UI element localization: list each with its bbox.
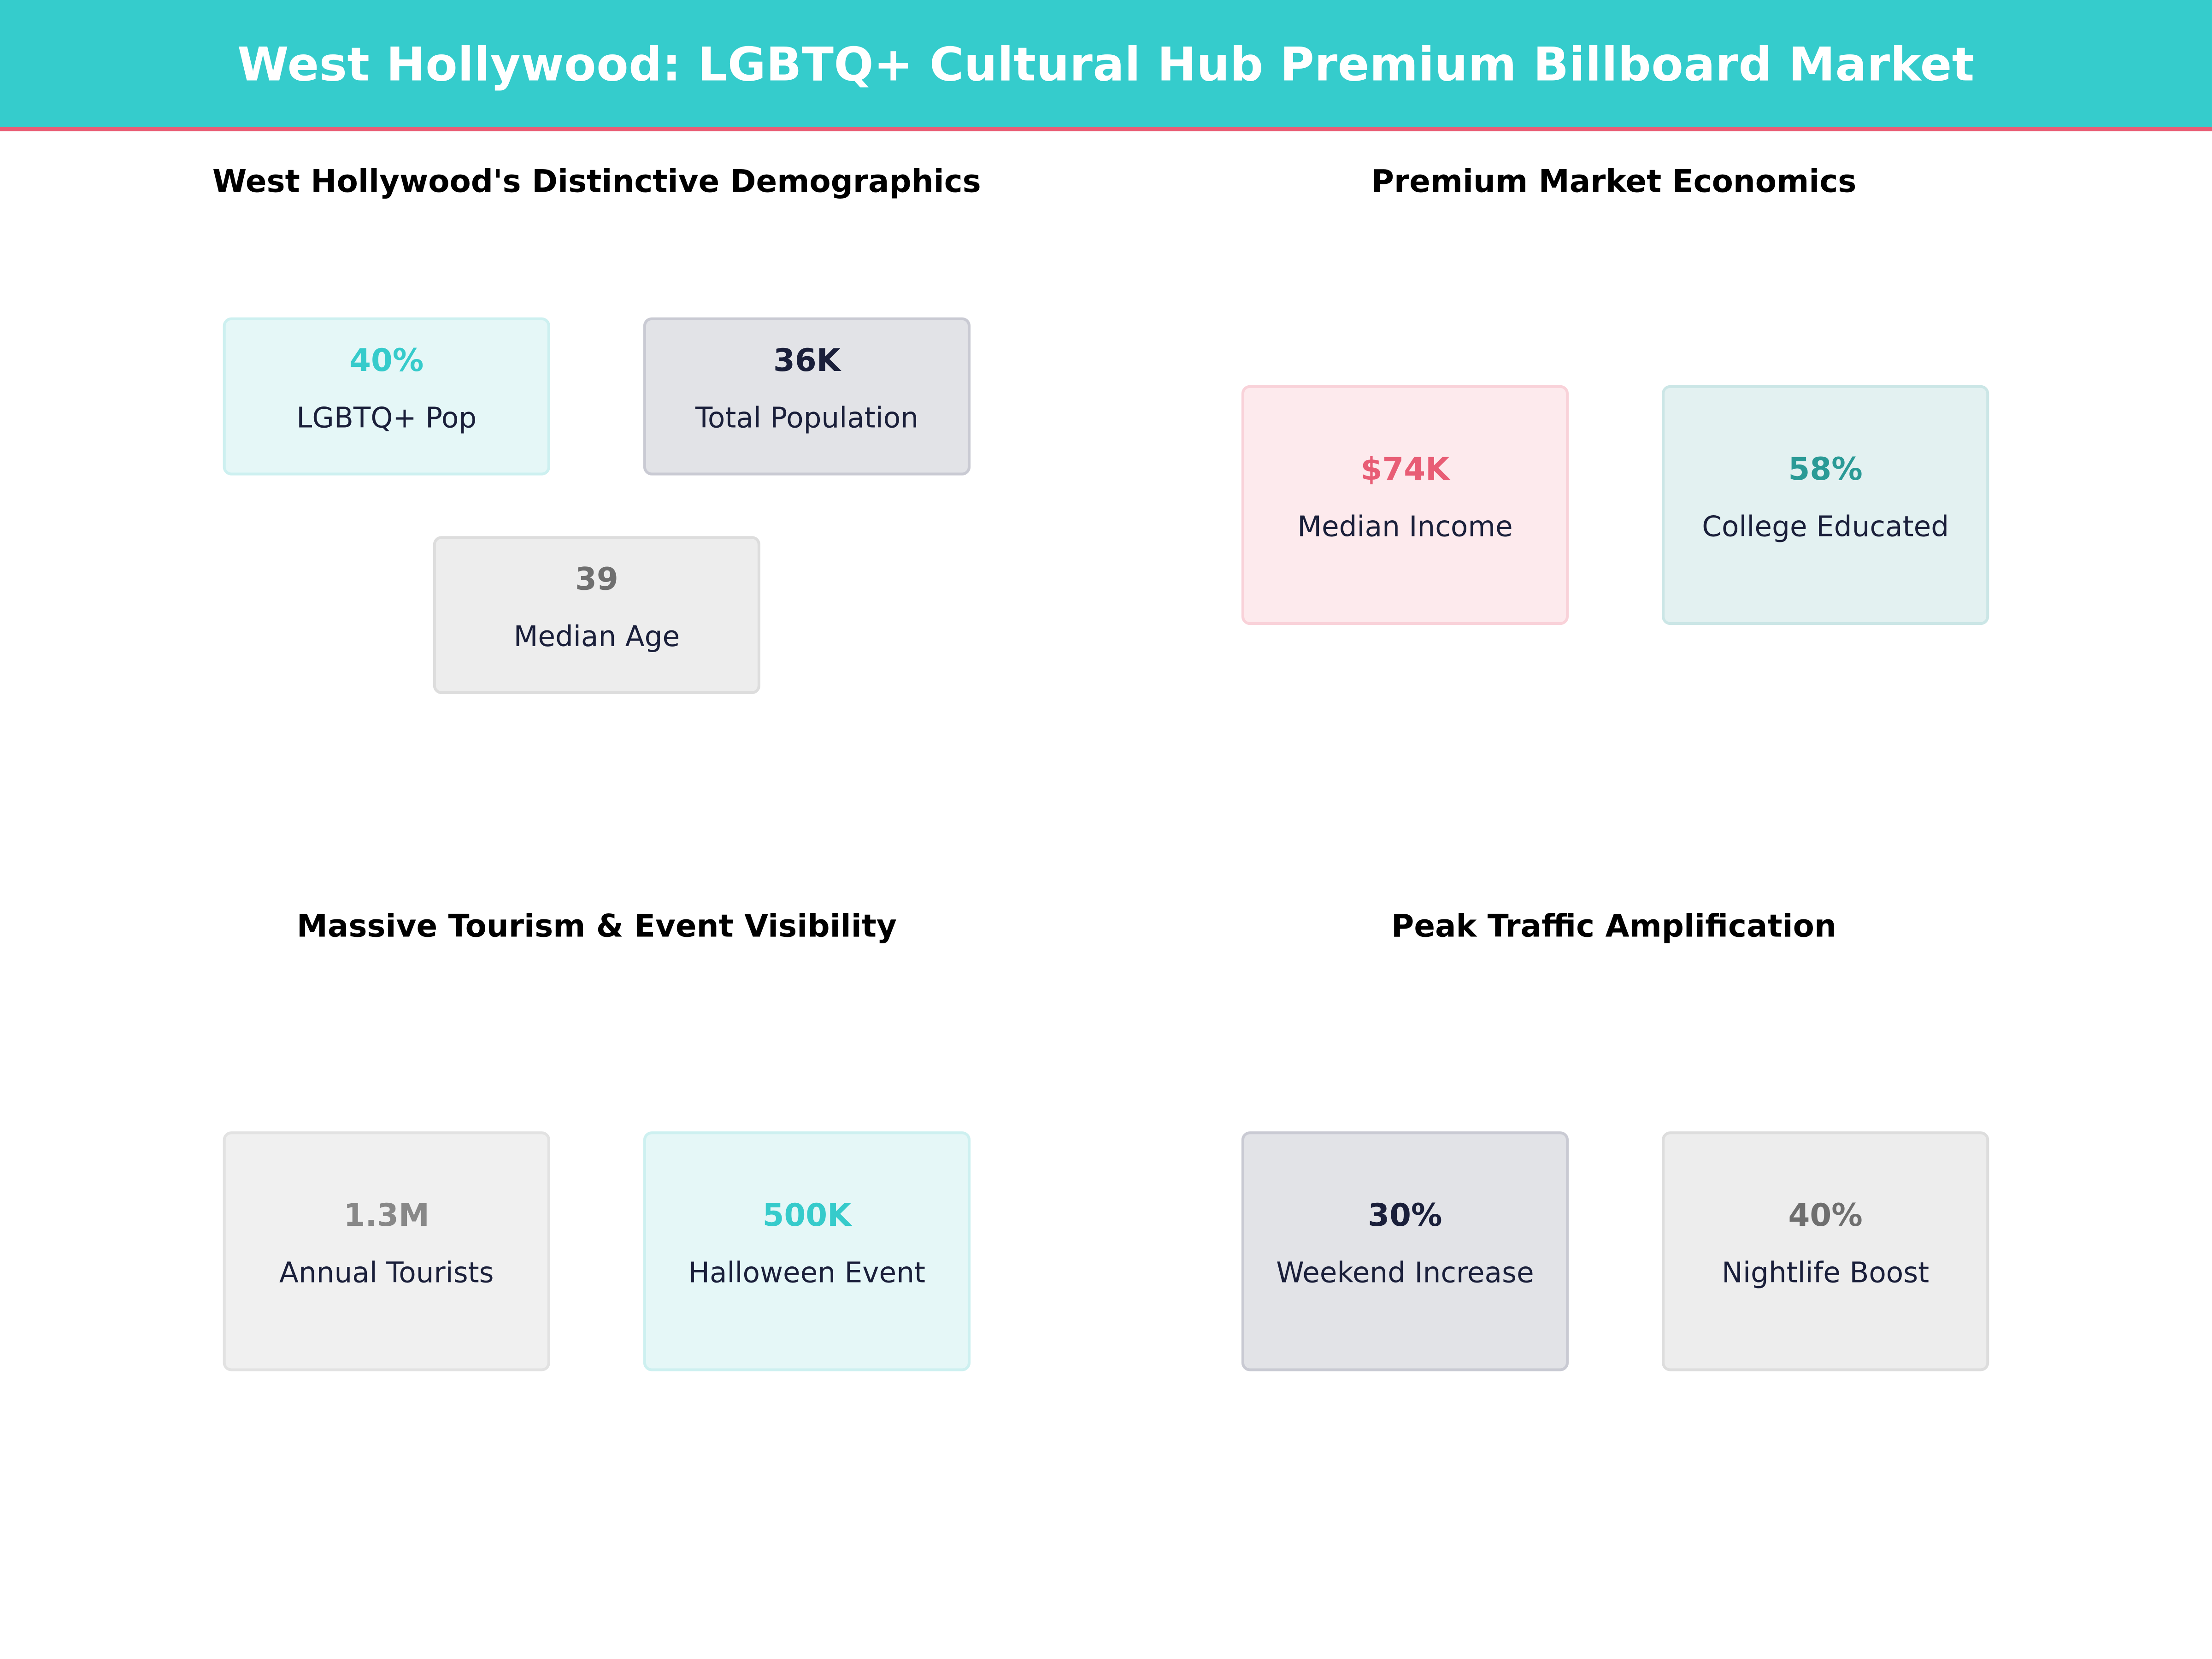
section-title-traffic: Peak Traffic Amplification bbox=[1391, 910, 1836, 946]
stat-value: 40% bbox=[349, 344, 424, 380]
stat-value: 40% bbox=[1788, 1199, 1863, 1235]
stat-label: College Educated bbox=[1702, 509, 1949, 543]
stat-value: 30% bbox=[1368, 1199, 1442, 1235]
stat-card-lgbtq-pop: 40% LGBTQ+ Pop bbox=[223, 317, 550, 476]
stat-card-nightlife-boost: 40% Nightlife Boost bbox=[1662, 1131, 1989, 1371]
stat-value: 39 bbox=[575, 563, 618, 598]
stat-label: Annual Tourists bbox=[279, 1255, 494, 1289]
stat-card-median-age: 39 Median Age bbox=[433, 536, 760, 694]
section-title-tourism: Massive Tourism & Event Visibility bbox=[296, 910, 897, 946]
stat-card-median-income: $74K Median Income bbox=[1241, 385, 1569, 625]
stat-value: 500K bbox=[762, 1199, 852, 1235]
stat-value: $74K bbox=[1360, 453, 1450, 488]
stat-card-annual-tourists: 1.3M Annual Tourists bbox=[223, 1131, 550, 1371]
stat-label: Median Age bbox=[513, 619, 680, 653]
stat-value: 1.3M bbox=[343, 1199, 429, 1235]
stat-card-weekend-increase: 30% Weekend Increase bbox=[1241, 1131, 1569, 1371]
stat-label: Weekend Increase bbox=[1276, 1255, 1534, 1289]
stat-card-halloween-event: 500K Halloween Event bbox=[643, 1131, 971, 1371]
section-title-economics: Premium Market Economics bbox=[1371, 165, 1857, 200]
stat-label: Nightlife Boost bbox=[1722, 1255, 1930, 1289]
section-title-demographics: West Hollywood's Distinctive Demographic… bbox=[212, 165, 981, 200]
header-banner: West Hollywood: LGBTQ+ Cultural Hub Prem… bbox=[0, 0, 2212, 131]
stat-value: 58% bbox=[1788, 453, 1863, 488]
stat-card-college-educated: 58% College Educated bbox=[1662, 385, 1989, 625]
stat-label: Halloween Event bbox=[688, 1255, 926, 1289]
page-title: West Hollywood: LGBTQ+ Cultural Hub Prem… bbox=[237, 36, 1975, 91]
stat-card-total-population: 36K Total Population bbox=[643, 317, 971, 476]
stat-label: Total Population bbox=[695, 400, 919, 435]
stat-label: Median Income bbox=[1297, 509, 1513, 543]
stat-label: LGBTQ+ Pop bbox=[296, 400, 477, 435]
stat-value: 36K bbox=[773, 344, 841, 380]
